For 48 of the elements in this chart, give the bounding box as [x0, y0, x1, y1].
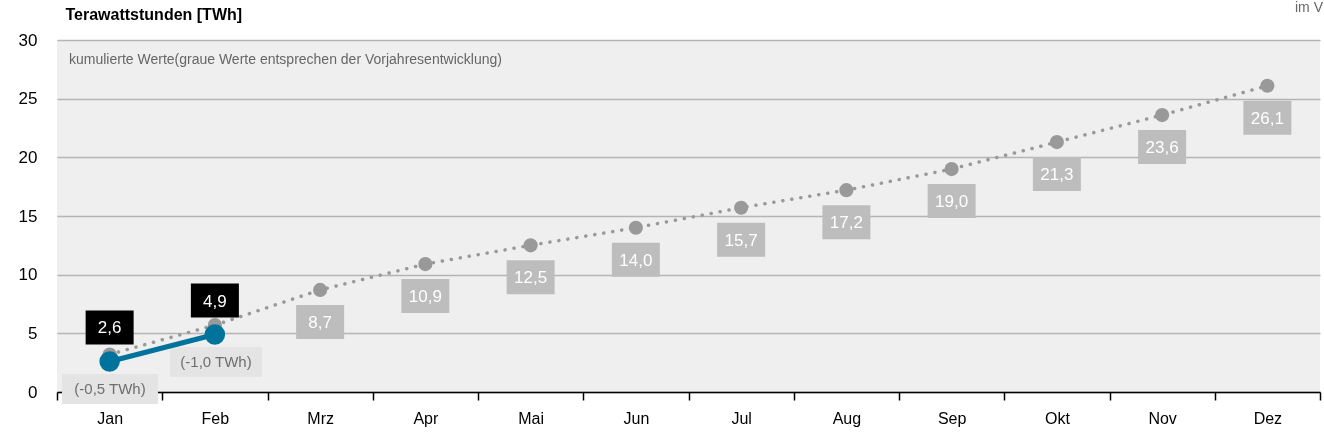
y-tick-label: 0	[28, 382, 38, 402]
y-tick-label: 10	[18, 265, 38, 285]
y-tick-label: 5	[28, 323, 38, 343]
x-tick-label: Mai	[518, 409, 545, 427]
x-tick-label: Jul	[731, 409, 752, 427]
data-label: 23,6	[1145, 138, 1179, 158]
data-label: 4,9	[203, 291, 227, 311]
annotation: (-0,5 TWh)	[74, 380, 146, 397]
y-axis-title: Terawattstunden [TWh]	[65, 5, 243, 23]
point	[628, 220, 643, 235]
x-tick-label: Jan	[97, 409, 124, 427]
point	[1155, 108, 1170, 123]
point	[523, 238, 538, 253]
x-tick-label: Okt	[1044, 409, 1071, 427]
y-tick-label: 25	[18, 89, 38, 109]
x-tick-label: Feb	[201, 409, 230, 427]
point	[839, 183, 854, 198]
point	[734, 200, 749, 215]
point	[1260, 78, 1275, 93]
y-tick-label: 15	[18, 206, 38, 226]
data-label: 12,5	[514, 268, 548, 288]
point	[99, 351, 120, 372]
data-label: 8,7	[308, 312, 332, 332]
x-tick-label: Jun	[623, 409, 650, 427]
x-tick-label: Sep	[937, 409, 967, 427]
x-tick-label: Dez	[1253, 409, 1283, 427]
data-label: 21,3	[1040, 165, 1074, 185]
text: im V	[1295, 0, 1324, 15]
point	[204, 324, 226, 345]
x-tick-label: Mrz	[307, 409, 334, 427]
annotation: (-1,0 TWh)	[180, 353, 252, 370]
data-label: 17,2	[829, 213, 863, 233]
data-label: 10,9	[408, 287, 442, 307]
data-label: 14,0	[619, 250, 653, 270]
annotation: kumulierte Werte(graue Werte entsprechen der Vorjahresentwicklung)	[69, 51, 502, 67]
point	[418, 257, 433, 272]
data-label: 15,7	[724, 230, 758, 250]
x-tick-label: Nov	[1148, 409, 1177, 427]
point	[944, 162, 959, 177]
y-tick-label: 30	[18, 30, 38, 50]
data-label: 2,6	[97, 318, 122, 338]
data-label: 19,0	[935, 192, 969, 212]
point	[313, 282, 328, 297]
point	[1049, 135, 1064, 150]
x-tick-label: Apr	[413, 409, 439, 427]
data-label: 26,1	[1250, 108, 1284, 128]
x-tick-label: Aug	[832, 409, 862, 427]
y-tick-label: 20	[18, 147, 38, 167]
